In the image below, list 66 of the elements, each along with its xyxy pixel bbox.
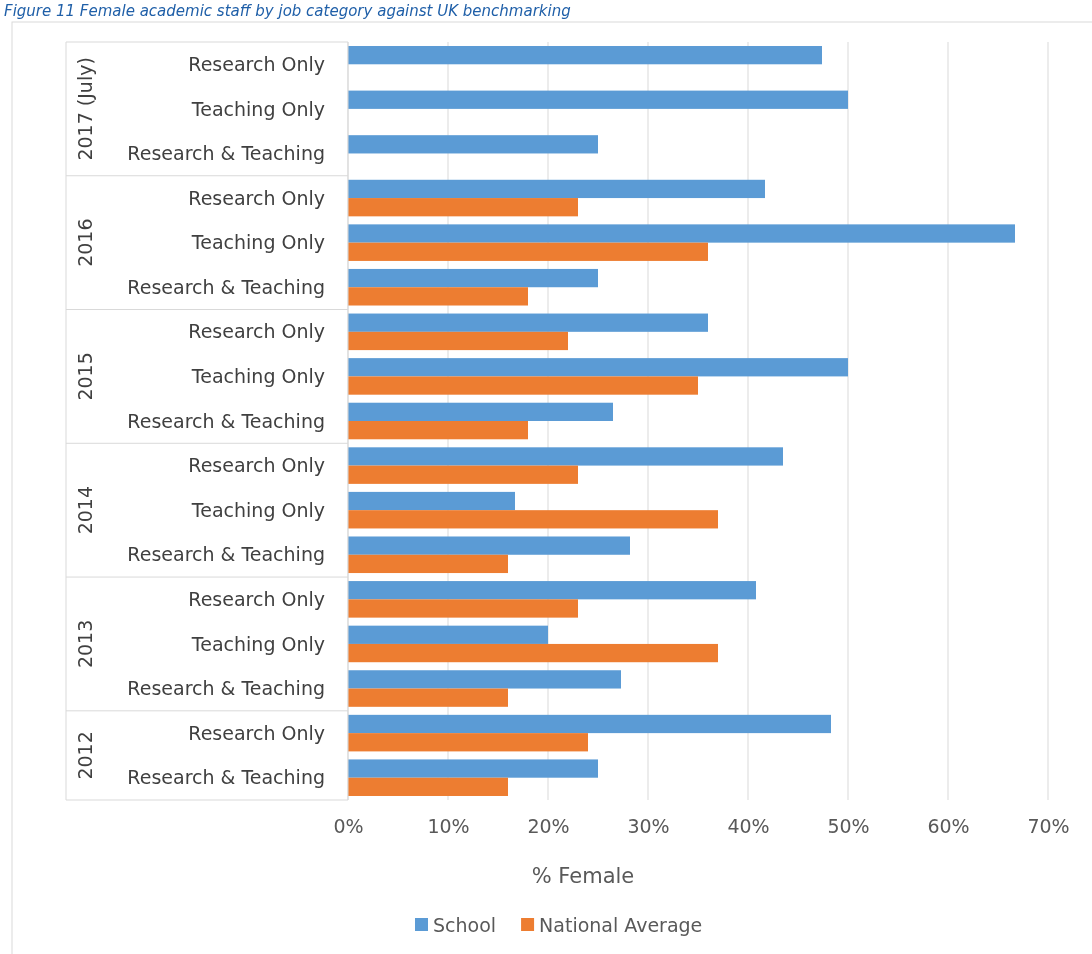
bar bbox=[348, 688, 508, 707]
x-axis-title: % Female bbox=[531, 864, 635, 888]
y-tick-label: Research & Teaching bbox=[127, 142, 325, 165]
bar bbox=[348, 777, 508, 796]
text: 2013 bbox=[74, 619, 96, 669]
y-tick-label: Research & Teaching bbox=[127, 766, 325, 789]
bar bbox=[348, 179, 765, 199]
x-tick-label: 20% bbox=[527, 815, 570, 838]
bar bbox=[348, 402, 613, 421]
text: 2012 bbox=[74, 731, 96, 780]
x-tick-label: 60% bbox=[927, 815, 970, 838]
bar bbox=[348, 625, 548, 644]
bar bbox=[348, 331, 568, 351]
bar bbox=[348, 491, 515, 511]
y-tick-label: Research Only bbox=[188, 52, 325, 75]
bar bbox=[348, 554, 508, 574]
bar bbox=[348, 465, 578, 484]
bar bbox=[348, 358, 848, 377]
bar bbox=[348, 313, 708, 332]
bar bbox=[348, 599, 578, 618]
y-tick-label: Research Only bbox=[188, 721, 325, 744]
y-tick-label: Teaching Only bbox=[190, 97, 325, 120]
bar bbox=[348, 242, 708, 261]
bar bbox=[348, 510, 718, 529]
bar bbox=[348, 733, 588, 752]
y-tick-label: Teaching Only bbox=[190, 231, 325, 254]
bar bbox=[348, 198, 578, 217]
bar bbox=[348, 643, 718, 663]
y-tick-label: Research Only bbox=[188, 454, 325, 477]
y-tick-label: Teaching Only bbox=[190, 365, 325, 388]
y-tick-label: Research Only bbox=[188, 588, 325, 610]
bar bbox=[348, 135, 598, 154]
x-tick-label: 0% bbox=[333, 815, 364, 838]
bar bbox=[348, 581, 756, 600]
legend-label: School bbox=[433, 913, 497, 936]
bar bbox=[348, 759, 598, 778]
bar bbox=[348, 714, 831, 734]
text: 2016 bbox=[74, 218, 96, 267]
text: 2017 (July) bbox=[74, 57, 96, 161]
chart-title: Figure 11 Female academic staff by job category against UK benchmarking bbox=[4, 2, 571, 20]
y-tick-label: Research & Teaching bbox=[127, 543, 325, 566]
y-tick-label: Teaching Only bbox=[190, 498, 325, 521]
bar bbox=[348, 287, 528, 306]
y-tick-label: Research & Teaching bbox=[127, 409, 325, 432]
x-tick-label: 10% bbox=[427, 815, 470, 838]
y-tick-label: Research Only bbox=[188, 186, 325, 209]
x-tick-label: 30% bbox=[627, 815, 670, 838]
x-tick-label: 70% bbox=[1027, 815, 1070, 838]
text: 2015 bbox=[74, 352, 96, 401]
bar bbox=[348, 421, 528, 440]
x-tick-label: 50% bbox=[827, 815, 870, 838]
bar bbox=[348, 376, 698, 395]
bar bbox=[348, 536, 630, 555]
y-tick-label: Research & Teaching bbox=[127, 677, 325, 700]
y-tick-label: Research & Teaching bbox=[127, 275, 325, 298]
x-tick-label: 40% bbox=[727, 815, 770, 838]
bar bbox=[348, 268, 598, 288]
text: 2014 bbox=[74, 486, 96, 535]
bar bbox=[348, 46, 822, 65]
bar bbox=[348, 224, 1015, 243]
bar bbox=[348, 90, 848, 109]
bar bbox=[348, 670, 621, 689]
bar bbox=[348, 447, 783, 466]
y-tick-label: Teaching Only bbox=[190, 632, 325, 655]
y-tick-label: Research Only bbox=[188, 320, 325, 343]
legend-label: National Average bbox=[539, 913, 703, 936]
